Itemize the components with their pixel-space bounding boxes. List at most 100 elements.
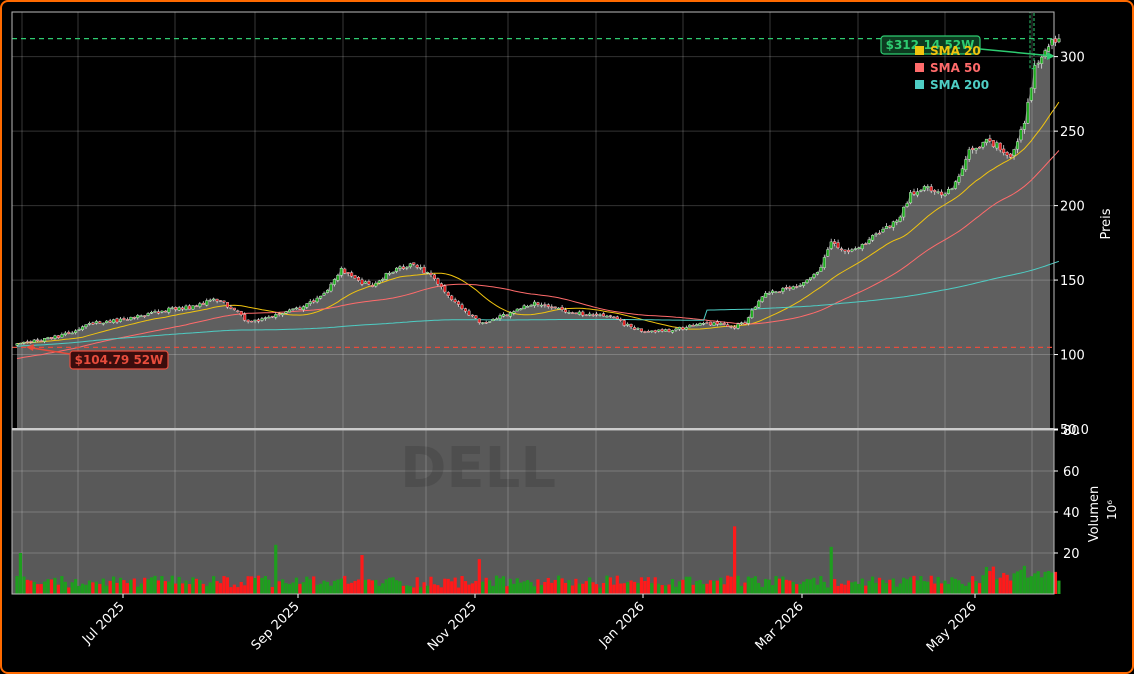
volume-bar [43,581,47,594]
candle-body [87,323,91,325]
candle [891,220,895,231]
candle-body [281,313,285,316]
candle-body [353,275,357,279]
candle [657,329,661,333]
candle-body [995,142,999,149]
candle [370,282,374,288]
candle-body [443,285,447,293]
candle [857,246,861,250]
candle-body [139,315,143,317]
candle-body [791,286,795,290]
candle [270,315,274,319]
candle [129,316,133,321]
candle [405,265,409,271]
volume-bar [91,582,95,594]
volume-bar [1005,574,1009,594]
candle-body [519,308,523,311]
candle [784,284,788,290]
candle-body [225,302,229,308]
candle-body [398,266,402,269]
candle-body [681,327,685,330]
volume-bar [322,580,326,594]
volume-bar [626,582,630,594]
volume-bar [1019,569,1023,594]
candle [764,290,768,298]
candle [239,310,243,317]
volume-bar [22,576,26,594]
candle-body [391,272,395,274]
candle [25,339,29,344]
candle [871,234,875,243]
candle [146,312,150,317]
volume-bar [77,585,81,594]
candle-body [22,342,26,344]
volume-bar [398,581,402,594]
candle [236,309,240,313]
volume-bar [570,585,575,594]
candle-body [181,307,185,310]
volume-plot-area [12,430,1054,594]
candle-body [74,330,78,333]
candle [974,147,978,154]
volume-bar [74,579,78,594]
candle [43,338,47,344]
volume-bar [405,585,409,594]
volume-bar [39,584,43,594]
candle-body [912,191,916,195]
volume-bar [891,578,895,594]
volume-bar [719,577,723,594]
candle-body [926,186,930,189]
candle [105,320,109,324]
volume-bar [760,586,764,594]
volume-bar [657,583,661,594]
candle [256,318,260,324]
volume-bar [291,582,295,594]
volume-bar [884,583,888,594]
volume-bar [156,580,161,594]
candle [501,312,505,318]
volume-bar [912,575,916,594]
volume-bar [839,583,844,594]
volume-bar [60,576,64,594]
sma-200-line [16,260,1060,347]
volume-bar [198,580,202,594]
candle-body [591,314,595,316]
candle-body [419,267,423,269]
candle-body [460,304,464,310]
volume-bar [253,578,257,594]
volume-bar [374,579,378,594]
candle [909,190,913,205]
candle-body [312,300,316,303]
volume-bar [595,584,599,594]
volume-bar [650,583,654,594]
candle [639,328,643,333]
candle-body [412,262,416,265]
volume-tick-label: 40 [1063,506,1080,521]
candle [702,321,706,326]
candle [688,324,692,328]
candle-body [836,242,840,249]
volume-bar [519,582,523,594]
candle [312,298,316,304]
volume-bar [877,577,882,594]
candle-body [684,327,688,330]
volume-bar [605,575,609,594]
volume-bar [515,578,519,594]
volume-bar [139,583,143,594]
candle-body [888,225,892,228]
volume-bar [1009,580,1013,594]
volume-bar [1043,571,1047,594]
candle-body [784,287,788,289]
candle-body [488,321,492,323]
candle [408,262,412,269]
volume-bar [836,585,840,594]
candle [187,304,191,310]
candle-body [360,279,364,285]
candle-body [208,299,212,302]
candle-body [215,298,219,302]
candle [108,318,112,323]
volume-bar [225,577,230,594]
candle-body [809,277,813,280]
candle-body [377,280,381,284]
volume-bar [67,587,71,594]
